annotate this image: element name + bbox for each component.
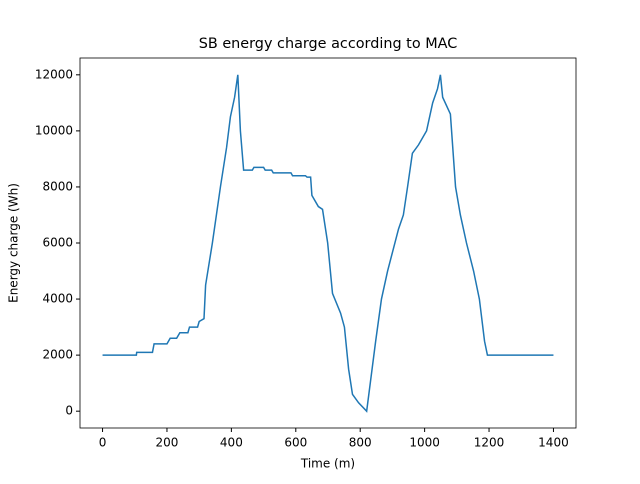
- x-tick-label: 1400: [538, 436, 569, 450]
- x-tick-label: 600: [284, 436, 307, 450]
- plot-frame: [79, 57, 577, 429]
- chart-title: SB energy charge according to MAC: [199, 36, 458, 52]
- data-line: [102, 74, 554, 413]
- y-axis-label: Energy charge (Wh): [7, 183, 21, 303]
- y-tick-label: 4000: [42, 292, 73, 306]
- x-axis-label: Time (m): [300, 457, 355, 471]
- y-tick-label: 6000: [42, 236, 73, 250]
- x-tick-label: 400: [220, 436, 243, 450]
- y-tick-label: 12000: [35, 67, 73, 81]
- y-tick-label: 2000: [42, 348, 73, 362]
- x-tick-label: 1200: [474, 436, 505, 450]
- x-tick-label: 200: [156, 436, 179, 450]
- y-tick-label: 8000: [42, 179, 73, 193]
- x-tick-label: 0: [99, 436, 107, 450]
- y-tick-label: 10000: [35, 123, 73, 137]
- x-tick-label: 1000: [409, 436, 440, 450]
- y-tick-label: 0: [65, 404, 73, 418]
- x-tick-label: 800: [349, 436, 372, 450]
